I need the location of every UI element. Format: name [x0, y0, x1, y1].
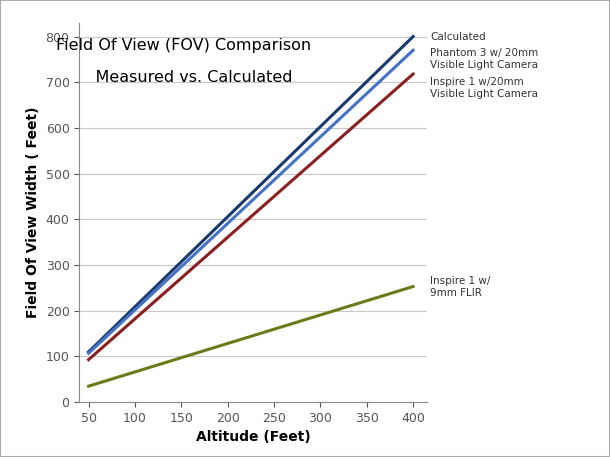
Text: Measured vs. Calculated: Measured vs. Calculated: [75, 70, 292, 85]
Text: Calculated: Calculated: [431, 32, 486, 43]
X-axis label: Altitude (Feet): Altitude (Feet): [196, 430, 310, 445]
Text: Phantom 3 w/ 20mm
Visible Light Camera: Phantom 3 w/ 20mm Visible Light Camera: [431, 48, 539, 70]
Text: Inspire 1 w/20mm
Visible Light Camera: Inspire 1 w/20mm Visible Light Camera: [431, 77, 539, 100]
Y-axis label: Field Of View Width ( Feet): Field Of View Width ( Feet): [26, 107, 40, 318]
Text: Inspire 1 w/
9mm FLIR: Inspire 1 w/ 9mm FLIR: [431, 276, 491, 298]
Text: Field Of View (FOV) Comparison: Field Of View (FOV) Comparison: [56, 38, 311, 53]
